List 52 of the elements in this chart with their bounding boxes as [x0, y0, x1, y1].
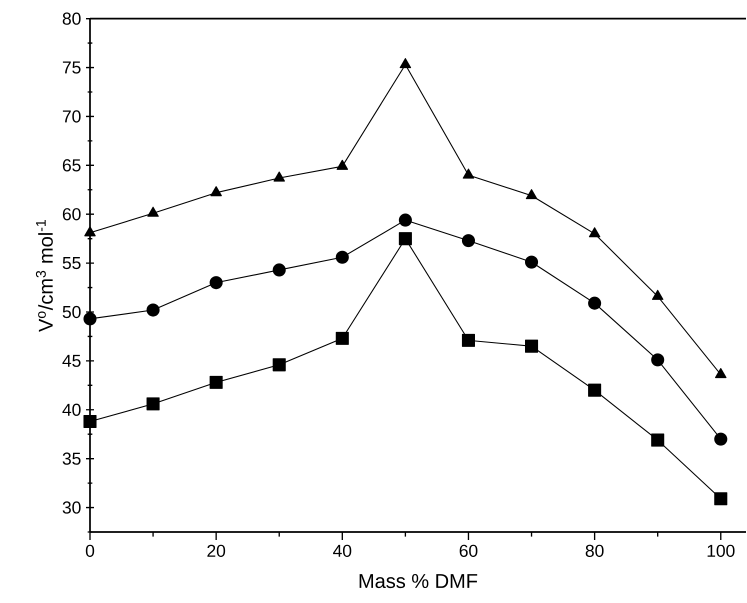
- point: [588, 296, 602, 310]
- y-tick-label: 30: [62, 502, 81, 514]
- point: [336, 332, 349, 346]
- point: [714, 492, 728, 506]
- x-tick-label: 80: [586, 544, 604, 558]
- y-tick-label: 65: [62, 159, 81, 172]
- y-tick-label: 80: [62, 12, 81, 25]
- y-tick-label: 55: [62, 257, 81, 270]
- point: [274, 172, 285, 182]
- x-tick-label: 40: [333, 544, 352, 558]
- point: [588, 227, 600, 238]
- x-tick-label: 100: [708, 544, 735, 558]
- point: [147, 206, 159, 217]
- point: [146, 398, 160, 411]
- point: [398, 214, 412, 227]
- point: [400, 58, 412, 68]
- point: [462, 334, 475, 348]
- point: [651, 354, 664, 367]
- x-tick-label: 20: [207, 544, 226, 558]
- y-tick-label: 45: [62, 355, 81, 368]
- point: [83, 312, 97, 326]
- point: [652, 290, 664, 300]
- point: [336, 160, 348, 170]
- point: [715, 368, 726, 378]
- point: [146, 304, 160, 317]
- point: [462, 168, 474, 179]
- point: [398, 232, 412, 246]
- y-axis-title: V$^{o}$/cm$^{3}$ mol$^{-1}$: [36, 220, 53, 332]
- y-tick-label: 40: [62, 404, 81, 416]
- point: [462, 234, 475, 248]
- x-axis-title: Mass % DMF: [360, 574, 478, 588]
- y-tick-label: 70: [62, 110, 81, 123]
- y-tick-label: 60: [62, 208, 81, 221]
- point: [210, 186, 222, 196]
- point: [651, 434, 664, 447]
- point: [336, 250, 349, 264]
- point: [210, 376, 223, 390]
- point: [210, 276, 223, 290]
- x-tick-label: 60: [460, 544, 478, 558]
- point: [525, 256, 538, 269]
- point: [526, 189, 538, 200]
- point: [272, 264, 286, 277]
- point: [714, 432, 728, 446]
- point: [272, 358, 286, 372]
- point: [83, 415, 97, 428]
- y-tick-label: 50: [62, 306, 81, 318]
- point: [84, 226, 96, 236]
- point: [588, 384, 602, 397]
- x-tick-label: 0: [86, 544, 94, 558]
- y-tick-label: 75: [62, 62, 81, 74]
- point: [525, 340, 538, 353]
- y-tick-label: 35: [62, 452, 81, 465]
